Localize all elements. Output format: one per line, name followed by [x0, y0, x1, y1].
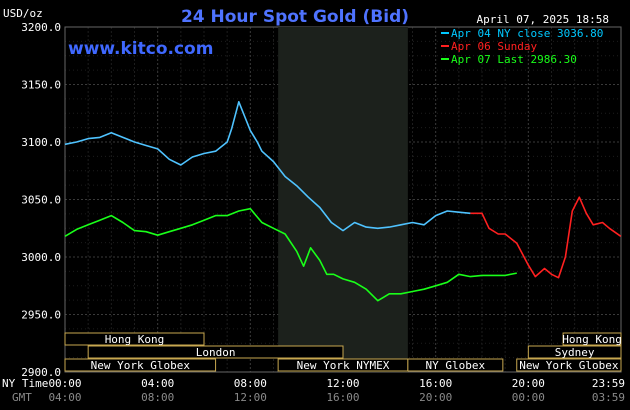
session-label: NY Globex [426, 359, 486, 372]
x-tick-label-ny: 23:59 [592, 377, 625, 390]
nymex-band [278, 27, 408, 372]
x-tick-label-gmt: 03:59 [592, 391, 625, 404]
x-tick-label-gmt: 04:00 [48, 391, 81, 404]
series-line [470, 196, 622, 279]
x-tick-label-ny: 04:00 [141, 377, 174, 390]
legend-entry: Apr 04 NY close 3036.80 [451, 27, 603, 40]
x-tick-label-ny: 12:00 [326, 377, 359, 390]
x-tick-label-gmt: 16:00 [326, 391, 359, 404]
trading-sessions: Hong Kong London New York Globex New York N… [64, 332, 622, 372]
session-label: New York NYMEX [297, 359, 390, 372]
y-tick-label: 3150.0 [21, 79, 61, 92]
timestamp: April 07, 2025 18:58 [477, 13, 609, 26]
y-tick-label: 2900.0 [21, 366, 61, 379]
x-tick-label-ny: 20:00 [512, 377, 545, 390]
session-label: Hong Kong [562, 333, 622, 346]
session-label: London [196, 346, 236, 359]
price-series [64, 101, 622, 302]
chart-title: 24 Hour Spot Gold (Bid) [181, 7, 409, 27]
x-tick-label-gmt: 00:00 [512, 391, 545, 404]
session-label: New York Globex [91, 359, 191, 372]
session-label: Sydney [555, 346, 595, 359]
x-tick-label-ny: 16:00 [419, 377, 452, 390]
x-tick-label-ny: 08:00 [234, 377, 267, 390]
session-box [64, 332, 205, 346]
session-box [407, 358, 504, 372]
y-tick-label: 3000.0 [21, 251, 61, 264]
y-tick-label: 3200.0 [21, 21, 61, 34]
session-box [64, 358, 217, 372]
session-label: Hong Kong [105, 333, 165, 346]
y-tick-label: 3100.0 [21, 136, 61, 149]
x-axis-label-ny: NY Time [2, 377, 48, 390]
legend-entry: Apr 07 Last 2986.30 [451, 53, 577, 66]
series-line [64, 101, 471, 232]
x-tick-label-gmt: 12:00 [234, 391, 267, 404]
x-axis-label-gmt: GMT [12, 391, 32, 404]
y-tick-label: 2950.0 [21, 309, 61, 322]
session-box [87, 345, 344, 359]
x-tick-label-gmt: 08:00 [141, 391, 174, 404]
x-tick-label-gmt: 20:00 [419, 391, 452, 404]
highlight-band [278, 27, 408, 372]
axes: 3200.0 3150.0 3100.0 3050.0 3000.0 2950.0 2900… [21, 21, 625, 404]
session-box [562, 332, 622, 346]
session-box [516, 358, 622, 372]
series-line [64, 207, 517, 302]
legend-entry: Apr 06 Sunday [451, 40, 537, 53]
session-label: New York Globex [519, 359, 619, 372]
session-box [527, 345, 622, 359]
watermark: www.kitco.com [68, 39, 213, 59]
y-tick-label: 3050.0 [21, 194, 61, 207]
x-tick-label-ny: 00:00 [48, 377, 81, 390]
y-axis-unit: USD/oz [3, 7, 43, 20]
